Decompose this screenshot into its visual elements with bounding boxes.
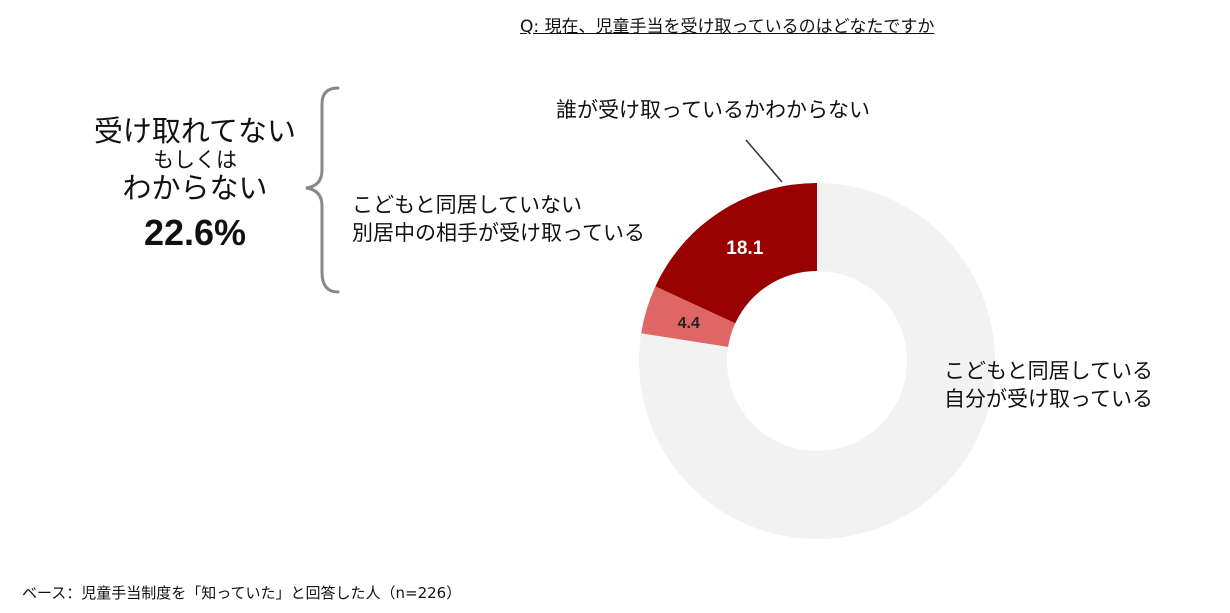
label-self-line1: こどもと同居している <box>944 359 1153 383</box>
label-unknown: 誰が受け取っているかわからない <box>556 98 870 122</box>
summary-line1: 受け取れてない <box>93 114 297 148</box>
summary-percent: 22.6% <box>143 211 247 253</box>
label-other-line2: 別居中の相手が受け取っている <box>352 221 645 246</box>
question-title: Q: 現在、児童手当を受け取っているのはどなたですか <box>520 17 935 37</box>
summary-line3: わからない <box>122 171 268 206</box>
footer-base-note: ベース：児童手当制度を「知っていた」と回答した人（n=226） <box>22 584 462 602</box>
unknown-leader-line <box>745 139 783 183</box>
donut-slice-0 <box>641 286 736 348</box>
label-self-line2: 自分が受け取っている <box>944 387 1153 412</box>
summary-line2: もしくは <box>153 148 237 173</box>
donut-slice-labels: 4.4 18.1 <box>678 238 764 332</box>
donut-slice-1 <box>655 183 817 324</box>
label-other-line1: こどもと同居していない <box>352 193 582 217</box>
label-self: こどもと同居している 自分が受け取っている <box>944 357 1153 414</box>
summary-brace <box>305 86 340 294</box>
summary-block: 受け取れてない もしくは わからない 22.6% <box>80 114 310 253</box>
donut-slice-2 <box>638 183 995 540</box>
donut-slice-value-1: 18.1 <box>726 238 763 259</box>
donut-slice-value-0: 4.4 <box>678 315 700 332</box>
label-other-parent: こどもと同居していない 別居中の相手が受け取っている <box>352 191 645 248</box>
donut-slices <box>638 183 995 540</box>
